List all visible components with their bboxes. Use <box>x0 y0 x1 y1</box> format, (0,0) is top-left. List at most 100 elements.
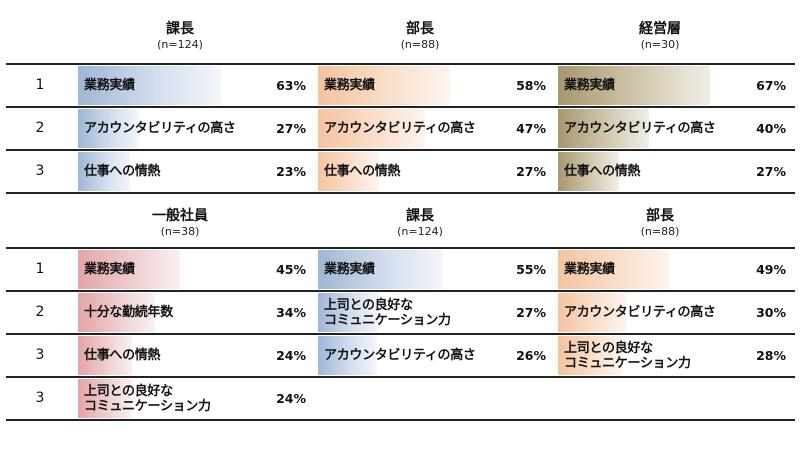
table-row: 1 業務実績 45% 業務実績 55% 業務実績 49% <box>6 249 795 290</box>
sample-size: (n=88) <box>640 225 680 238</box>
item-label: 業務実績 <box>84 262 135 277</box>
item-label: 上司との良好な コミュニケーション力 <box>324 297 451 328</box>
percentage-bar <box>558 336 622 375</box>
percentage-bar <box>78 152 130 191</box>
divider-line <box>6 376 795 378</box>
item-percentage: 34% <box>276 305 306 320</box>
item-label: アカウンタビリティの高さ <box>564 305 716 320</box>
ranking-cell: 仕事への情熱 27% <box>558 152 786 192</box>
percentage-bar <box>78 379 132 418</box>
table-row: 1 業務実績 63% 業務実績 58% 業務実績 67% <box>6 65 795 106</box>
ranking-cell: 業務実績 63% <box>78 66 306 106</box>
item-label: 上司との良好な コミュニケーション力 <box>564 340 691 371</box>
divider-line <box>6 192 795 194</box>
group-title: 経営層 <box>639 21 681 37</box>
item-percentage: 58% <box>516 78 546 93</box>
item-label: 業務実績 <box>564 78 615 93</box>
item-label: 業務実績 <box>324 78 375 93</box>
table-row: 2 アカウンタビリティの高さ 27% アカウンタビリティの高さ 47% アカウンタビリティ… <box>6 108 795 149</box>
percentage-bar <box>78 109 139 148</box>
item-percentage: 28% <box>756 348 786 363</box>
group-title: 課長 <box>166 21 194 37</box>
top-group-header: 経営層 (n=30) <box>580 20 740 52</box>
group-title: 一般社員 <box>152 208 208 224</box>
ranking-cell: 業務実績 67% <box>558 66 786 106</box>
item-percentage: 26% <box>516 348 546 363</box>
ranking-cell: 仕事への情熱 27% <box>318 152 546 192</box>
item-label: 仕事への情熱 <box>324 164 401 179</box>
table-row: 3 仕事への情熱 23% 仕事への情熱 27% 仕事への情熱 27% <box>6 151 795 192</box>
top-group-header: 課長 (n=124) <box>100 20 260 52</box>
item-percentage: 27% <box>756 164 786 179</box>
rank-number: 1 <box>35 77 45 93</box>
divider-line <box>6 247 795 249</box>
sample-size: (n=88) <box>400 38 440 51</box>
item-percentage: 63% <box>276 78 306 93</box>
item-percentage: 27% <box>276 121 306 136</box>
bottom-group-header: 課長 (n=124) <box>340 207 500 239</box>
divider-line <box>6 149 795 151</box>
table-row: 3 仕事への情熱 24% アカウンタビリティの高さ 26% 上司との良好な コミュニケーシ… <box>6 335 795 376</box>
divider-line <box>6 290 795 292</box>
ranking-cell: 仕事への情熱 23% <box>78 152 306 192</box>
ranking-cell: 十分な勤続年数 34% <box>78 293 306 333</box>
ranking-cell: 仕事への情熱 24% <box>78 336 306 376</box>
group-title: 部長 <box>406 21 434 37</box>
percentage-bar <box>318 152 379 191</box>
item-percentage: 24% <box>276 391 306 406</box>
divider-line <box>6 63 795 65</box>
bottom-group-header: 一般社員 (n=38) <box>100 207 260 239</box>
group-title: 部長 <box>646 208 674 224</box>
group-title: 課長 <box>406 208 434 224</box>
sample-size: (n=38) <box>160 225 200 238</box>
percentage-bar <box>318 250 443 289</box>
ranking-cell: 業務実績 58% <box>318 66 546 106</box>
item-label: 業務実績 <box>564 262 615 277</box>
item-label: アカウンタビリティの高さ <box>324 348 476 363</box>
divider-line <box>6 419 795 421</box>
table-row: 2 十分な勤続年数 34% 上司との良好な コミュニケーション力 27% アカウンタビリテ… <box>6 292 795 333</box>
rank-number: 3 <box>35 390 45 406</box>
ranking-cell: 上司との良好な コミュニケーション力 24% <box>78 379 306 419</box>
item-percentage: 24% <box>276 348 306 363</box>
item-label: 業務実績 <box>84 78 135 93</box>
divider-line <box>6 106 795 108</box>
ranking-cell: アカウンタビリティの高さ 47% <box>318 109 546 149</box>
rank-number: 2 <box>35 304 45 320</box>
item-percentage: 27% <box>516 164 546 179</box>
item-percentage: 55% <box>516 262 546 277</box>
item-percentage: 49% <box>756 262 786 277</box>
item-percentage: 23% <box>276 164 306 179</box>
ranking-cell: アカウンタビリティの高さ 26% <box>318 336 546 376</box>
item-label: 業務実績 <box>324 262 375 277</box>
ranking-cell: アカウンタビリティの高さ 27% <box>78 109 306 149</box>
rank-number: 3 <box>35 163 45 179</box>
ranking-cell: アカウンタビリティの高さ 40% <box>558 109 786 149</box>
ranking-cell: 業務実績 45% <box>78 250 306 290</box>
ranking-cell: 業務実績 55% <box>318 250 546 290</box>
item-label: アカウンタビリティの高さ <box>324 121 476 136</box>
table-row: 3 上司との良好な コミュニケーション力 24% <box>6 378 795 419</box>
sample-size: (n=124) <box>157 38 203 51</box>
ranking-cell: 業務実績 49% <box>558 250 786 290</box>
item-label: アカウンタビリティの高さ <box>564 121 716 136</box>
item-percentage: 30% <box>756 305 786 320</box>
item-label: 仕事への情熱 <box>84 164 161 179</box>
top-group-header: 部長 (n=88) <box>340 20 500 52</box>
item-percentage: 40% <box>756 121 786 136</box>
percentage-bar <box>558 293 626 332</box>
rank-number: 1 <box>35 261 45 277</box>
percentage-bar <box>318 293 379 332</box>
percentage-bar <box>78 66 221 105</box>
percentage-bar <box>558 109 649 148</box>
rank-number: 2 <box>35 120 45 136</box>
percentage-bar <box>318 109 425 148</box>
item-percentage: 45% <box>276 262 306 277</box>
ranking-cell: 上司との良好な コミュニケーション力 28% <box>558 336 786 376</box>
percentage-bar <box>558 152 619 191</box>
item-label: 上司との良好な コミュニケーション力 <box>84 383 211 414</box>
ranking-cell: アカウンタビリティの高さ 30% <box>558 293 786 333</box>
rank-number: 3 <box>35 347 45 363</box>
item-label: 仕事への情熱 <box>84 348 161 363</box>
sample-size: (n=124) <box>397 225 443 238</box>
